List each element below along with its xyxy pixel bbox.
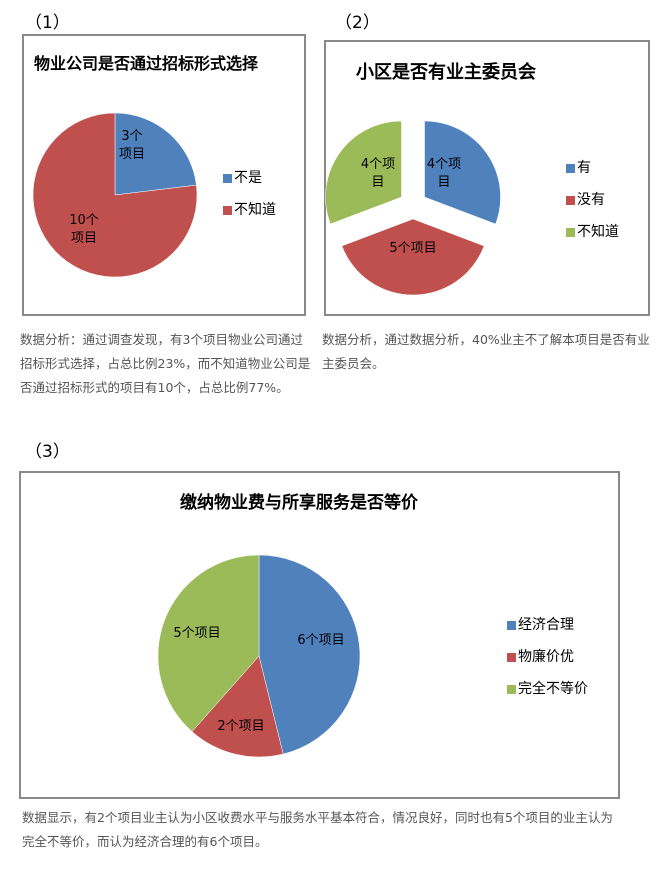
chart3-slice: [191, 655, 284, 758]
chart3-data-label: 2个项目: [217, 719, 265, 734]
chart2-data-label: 5个项目: [389, 241, 437, 256]
legend-swatch: [566, 163, 575, 173]
chart2-description: 数据分析，通过数据分析，40%业主不了解本项目是否有业主委员会。: [322, 332, 650, 371]
legend-swatch: [566, 195, 575, 205]
chart3-title: 缴纳物业费与所享服务是否等价: [180, 493, 418, 513]
chart2-data-label: 4个项 目: [360, 157, 396, 190]
chart2-legend-item: 没有: [566, 189, 605, 209]
chart1-legend-item: 不是: [223, 167, 262, 187]
chart2-slice: [341, 218, 485, 296]
chart1-data-label: 3个 项目: [118, 129, 145, 162]
chart2-data-label: 4个项 目: [426, 157, 462, 190]
chart3-slice: [157, 554, 260, 732]
chart2-legend-item: 有: [566, 157, 591, 177]
legend-swatch: [507, 652, 516, 662]
chart3-legend-item: 物廉价优: [507, 646, 574, 666]
legend-swatch: [507, 620, 516, 630]
chart2-legend-item: 不知道: [566, 221, 619, 241]
chart2-slice: [424, 120, 501, 225]
legend-label: 有: [577, 160, 591, 176]
legend-swatch: [566, 227, 575, 237]
chart1-description: 数据分析：通过调查发现，有3个项目物业公司通过招标形式选择，占总比例23%，而不…: [20, 332, 311, 395]
chart3-slice: [258, 554, 361, 755]
chart3-data-label: 6个项目: [297, 633, 345, 648]
legend-label: 完全不等价: [518, 681, 588, 697]
chart3-legend-item: 经济合理: [507, 614, 574, 634]
legend-label: 不知道: [577, 224, 619, 240]
chart3-number: （3）: [25, 442, 70, 462]
chart2-slice: [325, 120, 402, 225]
chart1-title: 物业公司是否通过招标形式选择: [34, 54, 259, 73]
chart3-legend-item: 完全不等价: [507, 678, 588, 698]
legend-label: 经济合理: [518, 617, 574, 633]
chart1-slice: [32, 112, 198, 278]
chart1-slice: [114, 112, 197, 196]
legend-label: 物廉价优: [518, 649, 574, 665]
legend-swatch: [223, 173, 232, 183]
legend-label: 没有: [577, 192, 605, 208]
legend-swatch: [507, 684, 516, 694]
legend-label: 不是: [234, 170, 262, 186]
chart2-title: 小区是否有业主委员会: [356, 62, 536, 83]
chart2-number: （2）: [335, 13, 380, 33]
legend-label: 不知道: [234, 202, 276, 218]
chart3-description: 数据显示，有2个项目业主认为小区收费水平与服务水平基本符合，情况良好，同时也有5…: [22, 810, 613, 849]
chart1-data-label: 10个 项目: [69, 213, 99, 246]
chart1-number: （1）: [25, 13, 70, 33]
legend-swatch: [223, 205, 232, 215]
chart3-data-label: 5个项目: [173, 626, 221, 641]
chart1-legend-item: 不知道: [223, 199, 276, 219]
